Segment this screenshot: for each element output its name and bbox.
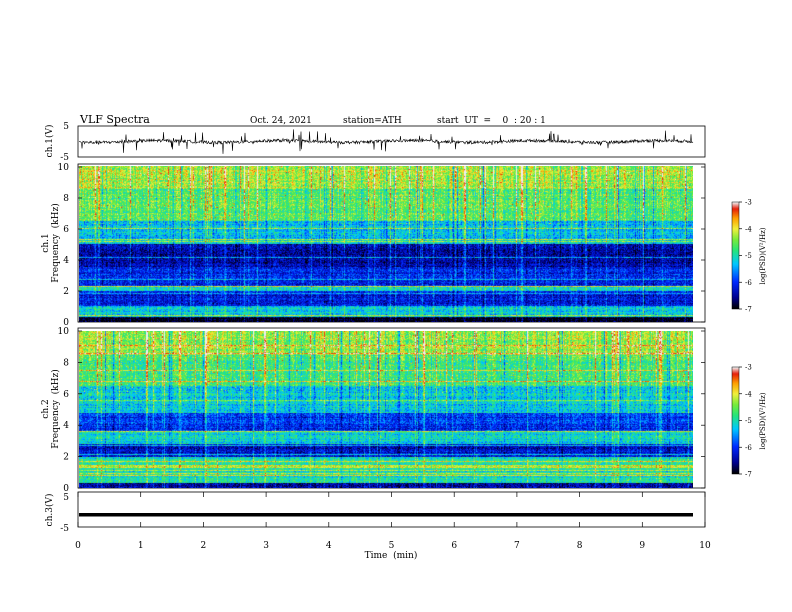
- time-tick-label-3: 3: [263, 541, 269, 551]
- ch2-spectrogram-ylabel-frequency: Frequency (kHz): [50, 369, 61, 448]
- ch3-ytick-minus5: -5: [60, 524, 69, 534]
- ch1-spectrogram-ylabel-frequency: Frequency (kHz): [50, 203, 61, 282]
- time-axis-label: Time (min): [365, 550, 418, 561]
- time-tick-label-6: 6: [451, 541, 457, 551]
- ch2-colorbar-label: log(PSD)(V²/Hz): [759, 392, 767, 449]
- ch2-colorbar-tick--3: -3: [745, 364, 752, 372]
- ch2-spectrogram-image: [79, 331, 693, 488]
- ch2-spectrogram-ylabel-channel: ch.2: [41, 399, 51, 418]
- ch1-colorbar-tick--7: -7: [745, 306, 752, 314]
- ch3-waveform-frame: [77, 491, 706, 528]
- ch1-colorbar-tick--4: -4: [745, 225, 752, 233]
- ch2-spec-ytick-2: 2: [63, 453, 69, 463]
- time-tick-label-9: 9: [639, 541, 645, 551]
- ch1-spec-ytick-0: 0: [63, 318, 69, 328]
- ch1-colorbar-ticks: -3 -4 -5 -6 -7: [739, 199, 752, 314]
- ch1-waveform-series: [78, 129, 694, 154]
- ch3-waveform-panel: 5 -5 ch.3(V) 0 1 2 3 4 5 6 7 8 9 10 Time (min): [44, 491, 711, 561]
- time-tick-label-5: 5: [389, 541, 395, 551]
- ch1-colorbar-image: [732, 202, 739, 309]
- station-label: station=ATH: [343, 116, 402, 126]
- ch2-spectrogram-yticks: 0 2 4 6 8 10: [58, 327, 705, 494]
- ch2-spectrogram-panel: 0 2 4 6 8 10 ch.2 Frequency (kHz): [41, 327, 706, 494]
- ch2-colorbar-tick--5: -5: [745, 417, 752, 425]
- ch2-colorbar: -3 -4 -5 -6 -7 log(PSD)(V²/Hz): [731, 364, 767, 479]
- start-time-label: start UT = 0 : 20 : 1: [437, 116, 546, 126]
- ch2-spec-ytick-4: 4: [63, 421, 69, 431]
- ch1-spec-ytick-8: 8: [63, 194, 69, 204]
- time-tick-label-2: 2: [201, 541, 207, 551]
- ch1-spectrogram-yticks: 0 2 4 6 8 10: [58, 163, 705, 328]
- ch2-spec-ytick-10: 10: [58, 327, 70, 337]
- ch1-colorbar-tick--3: -3: [745, 199, 752, 207]
- ch1-spectrogram-panel: 0 2 4 6 8 10 ch.1 Frequency (kHz): [41, 163, 706, 328]
- date-label: Oct. 24, 2021: [250, 116, 312, 126]
- ch1-waveform-ylabel: ch.1(V): [44, 125, 55, 158]
- ch1-colorbar-tick--6: -6: [745, 279, 752, 287]
- figure-title: VLF Spectra: [79, 113, 150, 126]
- time-tick-label-8: 8: [577, 541, 583, 551]
- ch2-colorbar-tick--6: -6: [745, 444, 752, 452]
- ch1-spec-ytick-4: 4: [63, 256, 69, 266]
- ch3-waveform-ylabel: ch.3(V): [44, 494, 55, 527]
- ch1-spec-ytick-6: 6: [63, 225, 69, 235]
- time-tick-label-1: 1: [138, 541, 144, 551]
- ch2-colorbar-image: [732, 367, 739, 474]
- ch2-spec-ytick-0: 0: [63, 484, 69, 494]
- ch2-spec-ytick-6: 6: [63, 390, 69, 400]
- ch1-colorbar: -3 -4 -5 -6 -7 log(PSD)(V²/Hz): [731, 199, 767, 314]
- ch1-spec-ytick-10: 10: [58, 163, 70, 173]
- ch1-ytick-bottom: -5: [60, 153, 69, 163]
- ch1-colorbar-tick--5: -5: [745, 252, 752, 260]
- ch2-colorbar-ticks: -3 -4 -5 -6 -7: [739, 364, 752, 479]
- ch1-waveform-panel: 5 -5 ch.1(V): [44, 122, 706, 163]
- ch1-spectrogram-image: [79, 166, 693, 322]
- time-tick-label-7: 7: [514, 541, 520, 551]
- time-tick-label-0: 0: [75, 541, 81, 551]
- ch2-colorbar-tick--7: -7: [745, 471, 752, 479]
- ch1-spec-ytick-2: 2: [63, 287, 69, 297]
- ch2-spec-ytick-8: 8: [63, 358, 69, 368]
- ch1-spectrogram-ylabel-channel: ch.1: [41, 233, 51, 252]
- time-tick-label-10: 10: [699, 541, 711, 551]
- time-tick-label-4: 4: [326, 541, 332, 551]
- ch1-colorbar-label: log(PSD)(V²/Hz): [759, 227, 767, 284]
- ch1-ytick-top: 5: [63, 122, 69, 132]
- time-axis-ticks: 0 1 2 3 4 5 6 7 8 9 10: [75, 492, 711, 551]
- ch3-ytick-5: 5: [63, 493, 69, 503]
- ch2-colorbar-tick--4: -4: [745, 390, 752, 398]
